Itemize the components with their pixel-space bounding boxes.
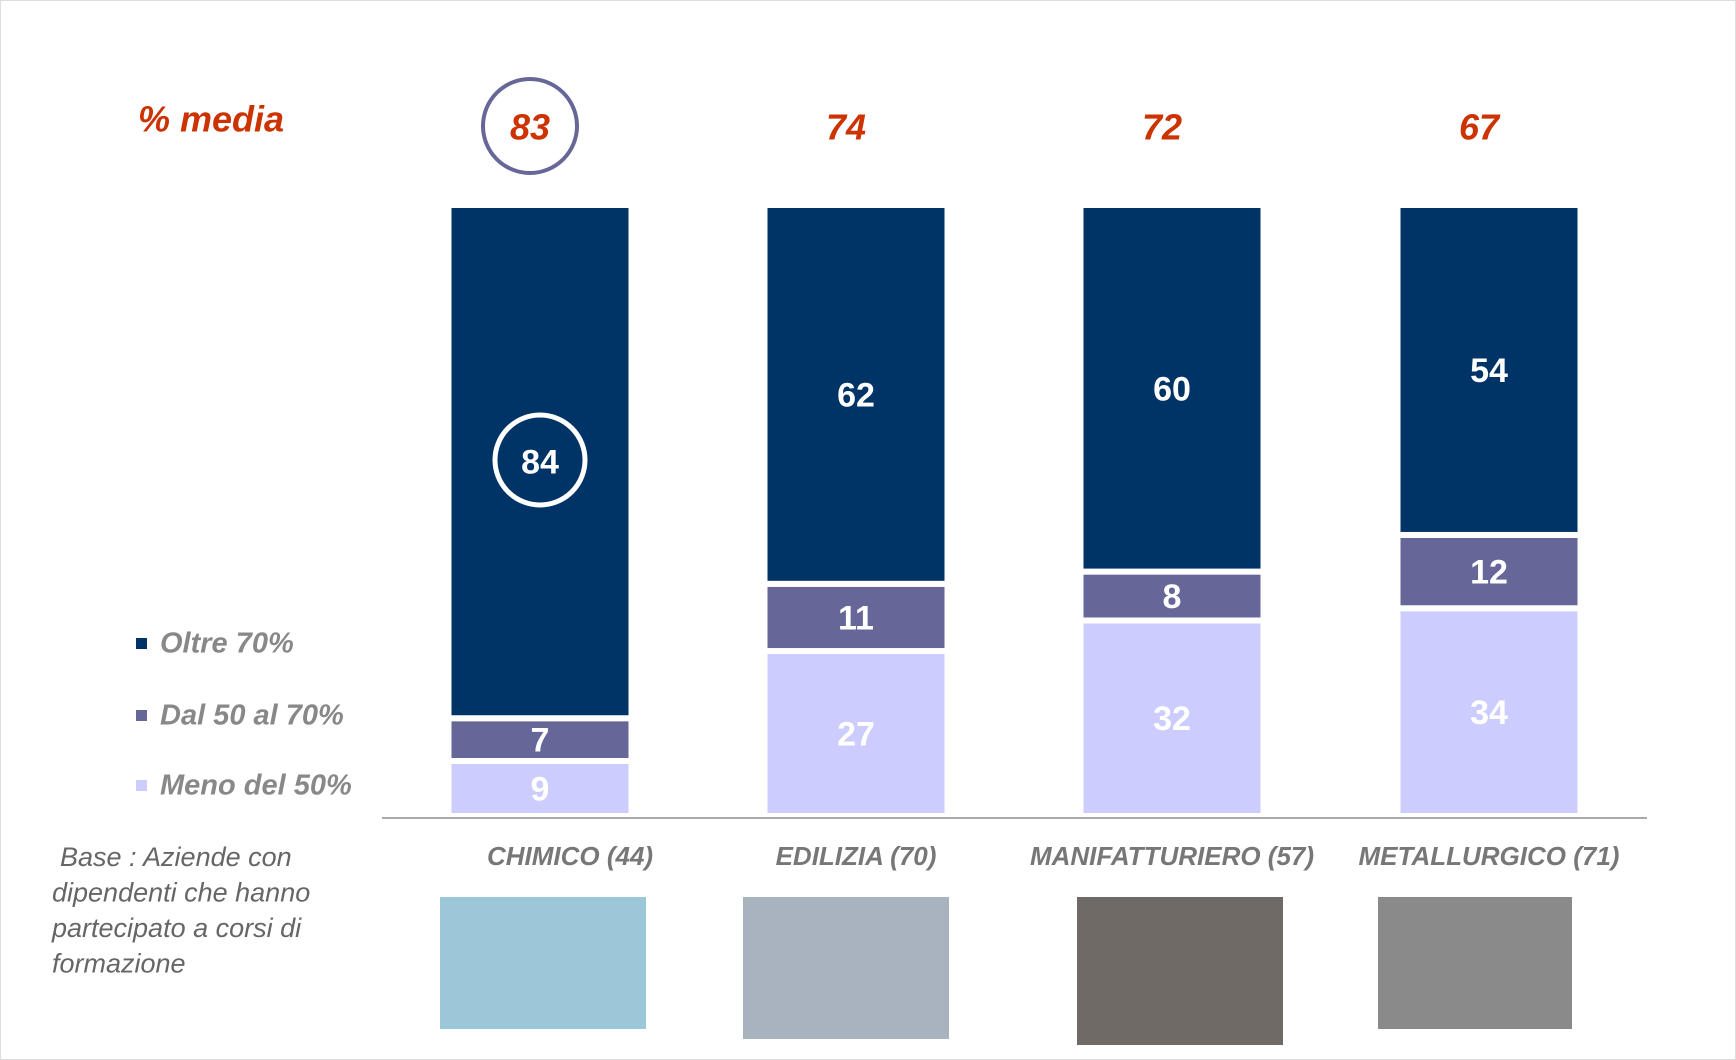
value-label: 8 (1163, 578, 1182, 616)
mean-value: 83 (510, 107, 550, 148)
legend-label: Dal 50 al 70% (160, 700, 344, 732)
mean-label: % media (138, 99, 284, 140)
value-label: 32 (1153, 700, 1191, 738)
photo (1378, 897, 1572, 1029)
value-label: 7 (531, 722, 550, 760)
note: partecipato a corsi di (51, 913, 302, 943)
value-label: 9 (531, 770, 550, 808)
x-tick-label: EDILIZIA (70) (776, 841, 937, 871)
legend-swatch (136, 638, 147, 649)
legend-label: Meno del 50% (160, 770, 352, 802)
chart: % media 9 7 84 83 CHIMICO (44) 27 11 62 74 EDILIZ… (0, 0, 1736, 1060)
value-label: 11 (838, 599, 874, 637)
mean-value: 72 (1142, 107, 1182, 148)
legend-swatch (136, 780, 147, 791)
value-label: 84 (521, 444, 559, 482)
value-label: 34 (1470, 694, 1508, 732)
note: formazione (52, 949, 186, 979)
photo (440, 897, 646, 1029)
x-tick-label: MANIFATTURIERO (57) (1030, 841, 1314, 871)
legend-swatch (136, 710, 147, 721)
x-tick-label: METALLURGICO (71) (1359, 841, 1620, 871)
photo (1077, 897, 1283, 1045)
value-label: 60 (1153, 370, 1191, 408)
note: dipendenti che hanno (52, 878, 310, 908)
value-label: 27 (837, 715, 875, 753)
note: Base : Aziende con (60, 842, 292, 872)
value-label: 62 (837, 376, 875, 414)
value-label: 54 (1470, 352, 1508, 390)
mean-value: 74 (826, 107, 866, 148)
mean-value: 67 (1459, 107, 1501, 148)
photo (743, 897, 949, 1039)
value-label: 12 (1470, 554, 1508, 592)
x-tick-label: CHIMICO (44) (487, 841, 653, 871)
legend-label: Oltre 70% (160, 628, 294, 660)
